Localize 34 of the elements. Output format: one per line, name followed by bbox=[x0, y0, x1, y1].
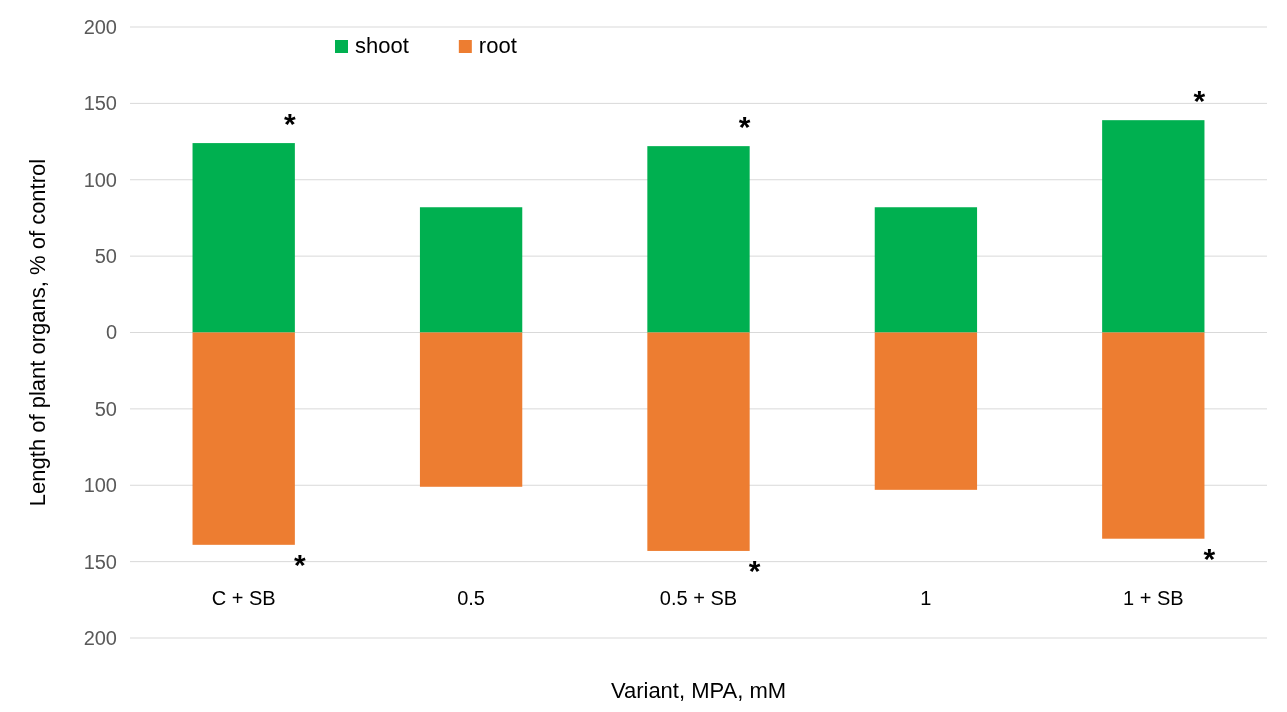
y-tick-label: 50 bbox=[94, 397, 117, 420]
y-tick-label: 100 bbox=[83, 474, 117, 497]
y-tick-label: 100 bbox=[83, 168, 117, 191]
bar bbox=[1102, 120, 1205, 333]
bar bbox=[419, 332, 523, 487]
x-tick-label: 1 + SB bbox=[1123, 587, 1184, 610]
y-tick-label: 200 bbox=[83, 626, 117, 649]
annotation: * bbox=[284, 107, 297, 141]
bar bbox=[419, 207, 523, 333]
bar bbox=[192, 143, 295, 333]
bar bbox=[874, 332, 978, 490]
bar bbox=[874, 207, 978, 333]
bar bbox=[1102, 332, 1205, 539]
annotation: * bbox=[1193, 84, 1206, 118]
bar bbox=[647, 332, 750, 551]
annotation: * bbox=[294, 547, 307, 581]
annotation: * bbox=[748, 553, 761, 587]
y-axis-title: Length of plant organs, % of control bbox=[25, 158, 50, 507]
y-tick-label: 150 bbox=[83, 92, 117, 115]
y-tick-label: 150 bbox=[83, 550, 117, 573]
x-tick-label: C + SB bbox=[211, 587, 276, 610]
bar bbox=[647, 146, 750, 333]
y-tick-label: 200 bbox=[83, 15, 117, 38]
annotation: * bbox=[738, 110, 751, 144]
y-tick-label: 50 bbox=[94, 245, 117, 268]
x-tick-label: 1 bbox=[920, 587, 932, 610]
x-tick-label: 0.5 bbox=[457, 587, 486, 610]
legend-label: shoot bbox=[355, 33, 409, 58]
y-tick-label: 0 bbox=[105, 321, 117, 344]
annotation: * bbox=[1203, 541, 1216, 575]
legend-label: root bbox=[478, 33, 517, 58]
x-tick-label: 0.5 + SB bbox=[659, 587, 738, 610]
x-axis-title: Variant, MPA, mM bbox=[610, 678, 787, 703]
bar bbox=[192, 332, 295, 545]
